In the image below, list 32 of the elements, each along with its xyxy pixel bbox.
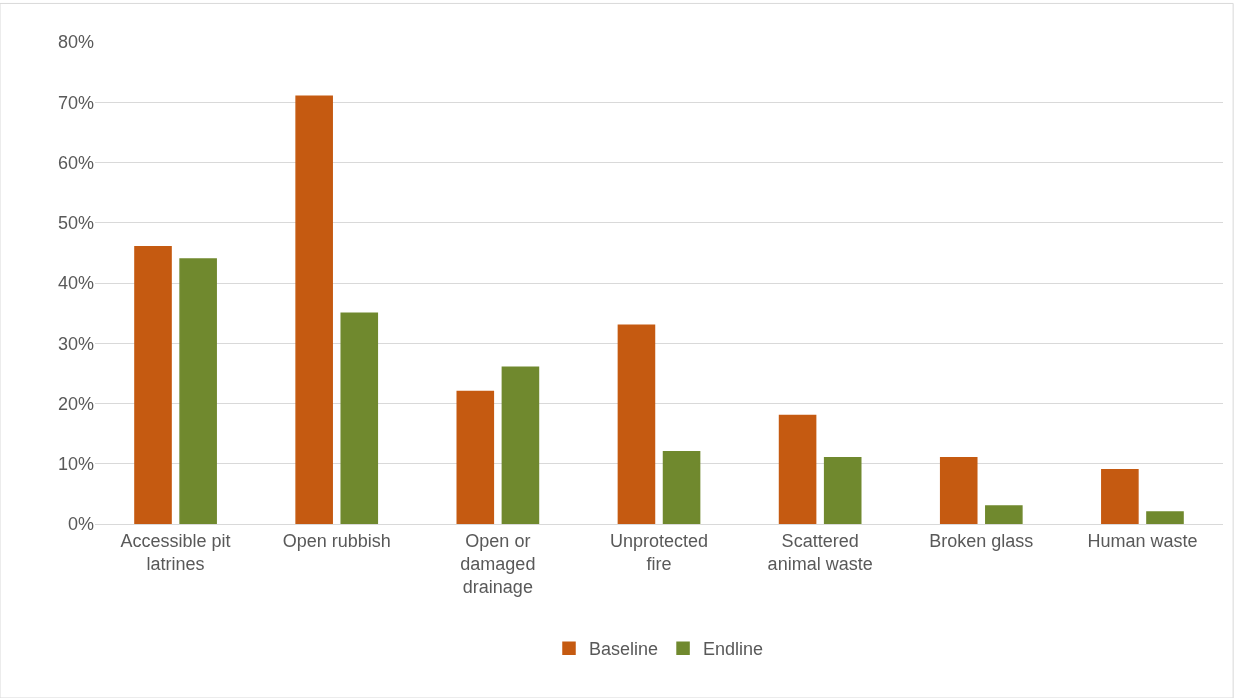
y-tick-label: 50%	[57, 213, 94, 234]
x-tick-label: Scattered animal waste	[767, 530, 873, 574]
bar	[823, 456, 862, 524]
x-tick-label: Open rubbish	[282, 530, 391, 551]
bar	[456, 390, 495, 524]
bar	[340, 312, 379, 524]
bar	[939, 456, 978, 524]
y-tick-label: 70%	[57, 92, 94, 113]
x-tick-label: Broken glass	[929, 530, 1034, 551]
y-tick-label: 30%	[57, 333, 94, 354]
y-tick-label: 20%	[57, 393, 94, 414]
x-tick-label: Open or damaged drainage	[460, 530, 536, 598]
bar	[778, 414, 817, 524]
y-tick-label: 0%	[67, 514, 94, 535]
y-tick-label: 10%	[57, 454, 94, 475]
x-tick-label: Human waste	[1087, 530, 1198, 551]
y-tick-label: 40%	[57, 273, 94, 294]
bar	[617, 324, 656, 524]
y-tick-label: 80%	[57, 32, 94, 53]
legend-label: Endline	[703, 639, 764, 660]
bar	[985, 505, 1023, 524]
x-tick-label: Unprotected fire	[609, 530, 709, 574]
bar	[179, 258, 217, 524]
bar	[501, 366, 540, 524]
bar	[295, 95, 333, 524]
bar	[662, 450, 701, 524]
legend-label: Baseline	[589, 639, 659, 660]
bar	[134, 246, 172, 524]
y-tick-label: 60%	[57, 152, 94, 173]
x-tick-label: Accessible pit latrines	[120, 530, 231, 574]
bar	[1101, 469, 1139, 524]
bar	[1146, 511, 1184, 524]
